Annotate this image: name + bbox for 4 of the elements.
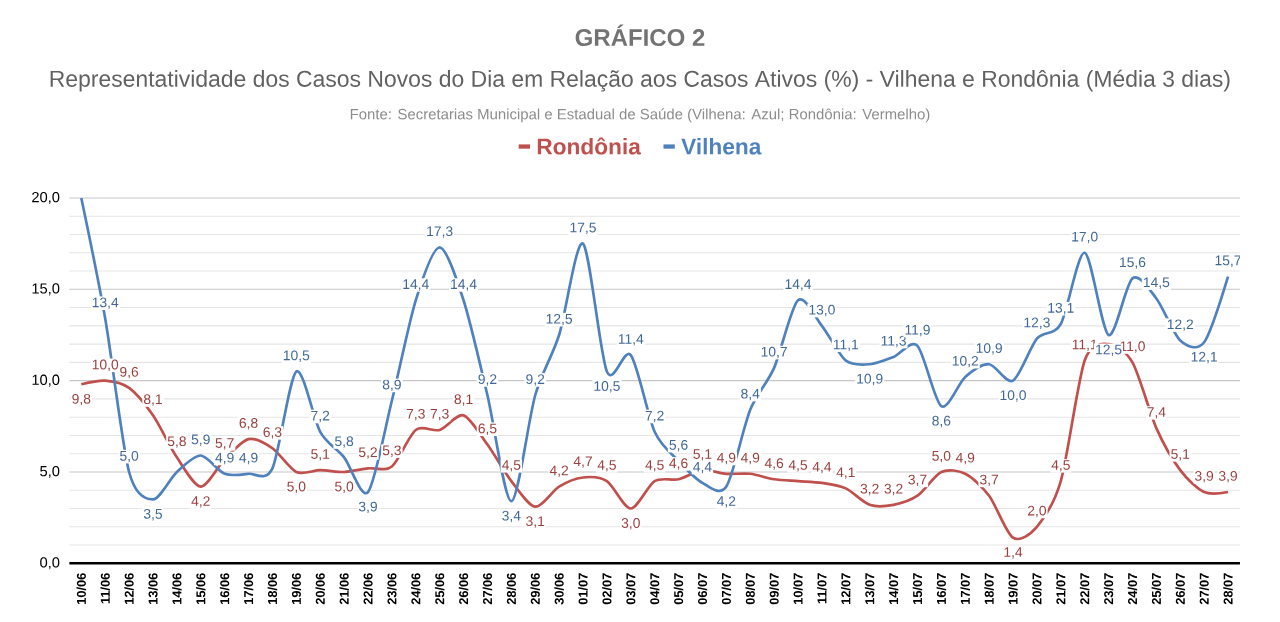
legend-label: Rondônia xyxy=(537,137,641,155)
legend-label: Vilhena xyxy=(681,137,762,155)
chart-subtitle: Representatividade dos Casos Novos do Dia em Relação aos Casos Ativos (%) - Vilhena e Rondônia (Média 3 dias) xyxy=(50,69,1230,92)
chart-title: GRÁFICO 2 xyxy=(575,24,705,47)
